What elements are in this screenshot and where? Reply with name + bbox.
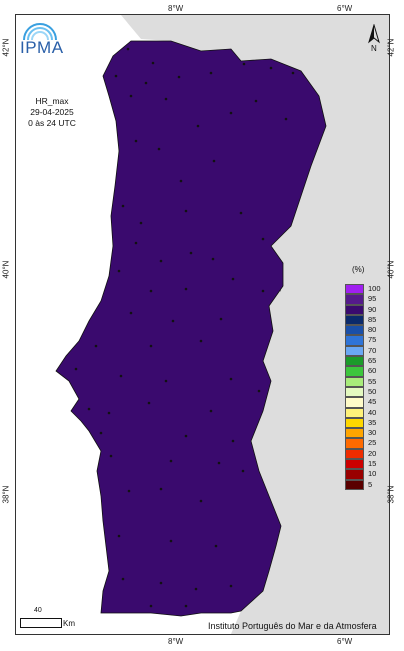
legend-label: 100	[368, 284, 381, 293]
tick-left-40n: 40°N	[1, 260, 11, 279]
legend-item: 95	[345, 294, 404, 305]
tick-right-40n: 40°N	[386, 260, 396, 279]
legend-unit: (%)	[352, 265, 365, 274]
legend-label: 85	[368, 314, 377, 324]
legend-label: 35	[368, 417, 377, 427]
tick-left-42n: 42°N	[1, 38, 11, 57]
legend-label: 65	[368, 356, 377, 366]
legend-swatch	[345, 417, 364, 429]
legend: 100 95 90 85 80 75 70 65 60 55 50 45 40 35 30 25 20 15 10 5	[345, 284, 404, 490]
legend-label: 45	[368, 397, 377, 407]
legend-swatch	[345, 428, 364, 439]
legend-label: 25	[368, 438, 377, 448]
legend-swatch	[345, 314, 364, 326]
map-period: 0 às 24 UTC	[28, 118, 76, 128]
legend-swatch	[345, 459, 364, 470]
tick-bottom-6w: 6°W	[337, 637, 353, 646]
map-canvas	[16, 15, 389, 634]
legend-swatch	[345, 479, 364, 490]
legend-item: 80	[345, 325, 404, 336]
scale-bar	[20, 618, 62, 628]
legend-item: 100	[345, 284, 404, 295]
legend-label: 70	[368, 345, 377, 355]
legend-item: 45	[345, 397, 404, 408]
legend-swatch	[345, 366, 364, 377]
tick-bottom-8w: 8°W	[168, 637, 184, 646]
legend-label: 95	[368, 294, 377, 304]
tick-left-38n: 38°N	[1, 485, 11, 504]
legend-swatch	[345, 345, 364, 357]
legend-swatch	[345, 397, 364, 408]
legend-swatch	[345, 284, 364, 295]
legend-swatch	[345, 376, 364, 387]
legend-swatch	[345, 335, 364, 346]
station-markers	[74, 47, 295, 608]
ipma-logo-icon	[23, 23, 57, 41]
legend-item: 75	[345, 335, 404, 346]
legend-item: 85	[345, 314, 404, 326]
legend-label: 40	[368, 407, 377, 417]
legend-label: 55	[368, 376, 377, 386]
scale-value: 40	[34, 607, 42, 614]
credit-text: Instituto Português do Mar e da Atmosfer…	[208, 621, 377, 631]
legend-item: 20	[345, 448, 404, 460]
north-label: N	[371, 44, 377, 53]
legend-item: 90	[345, 304, 404, 315]
map-variable: HR_max	[35, 96, 69, 106]
legend-label: 20	[368, 448, 377, 458]
legend-label: 75	[368, 335, 377, 345]
north-arrow-icon	[368, 24, 380, 44]
legend-swatch	[345, 294, 364, 305]
tick-top-6w: 6°W	[337, 4, 353, 13]
legend-item: 30	[345, 428, 404, 439]
tick-right-42n: 42°N	[386, 38, 396, 57]
legend-label: 60	[368, 366, 377, 376]
legend-item: 65	[345, 356, 404, 367]
legend-item: 5	[345, 479, 404, 490]
legend-label: 15	[368, 459, 377, 469]
legend-swatch	[345, 448, 364, 460]
legend-swatch	[345, 386, 364, 398]
legend-label: 80	[368, 325, 377, 335]
map-date: 29-04-2025	[30, 107, 74, 117]
tick-top-8w: 8°W	[168, 4, 184, 13]
legend-swatch	[345, 325, 364, 336]
legend-item: 50	[345, 386, 404, 398]
legend-item: 10	[345, 469, 404, 480]
legend-swatch	[345, 438, 364, 449]
legend-label: 50	[368, 386, 377, 396]
legend-label: 5	[368, 479, 373, 489]
map-frame	[15, 14, 390, 635]
scale-unit: Km	[63, 619, 75, 628]
map-title-block: HR_max 29-04-2025 0 às 24 UTC	[22, 96, 82, 129]
legend-label: 30	[368, 428, 377, 438]
brand-name: IPMA	[20, 38, 64, 57]
legend-swatch	[345, 356, 364, 367]
legend-item: 55	[345, 376, 404, 387]
legend-item: 40	[345, 407, 404, 418]
legend-swatch	[345, 304, 364, 315]
legend-item: 70	[345, 345, 404, 357]
legend-item: 35	[345, 417, 404, 429]
legend-swatch	[345, 469, 364, 480]
legend-label: 10	[368, 469, 377, 479]
legend-item: 60	[345, 366, 404, 377]
legend-item: 25	[345, 438, 404, 449]
legend-label: 90	[368, 304, 377, 314]
legend-swatch	[345, 407, 364, 418]
spain-land	[121, 15, 389, 634]
legend-item: 15	[345, 459, 404, 470]
